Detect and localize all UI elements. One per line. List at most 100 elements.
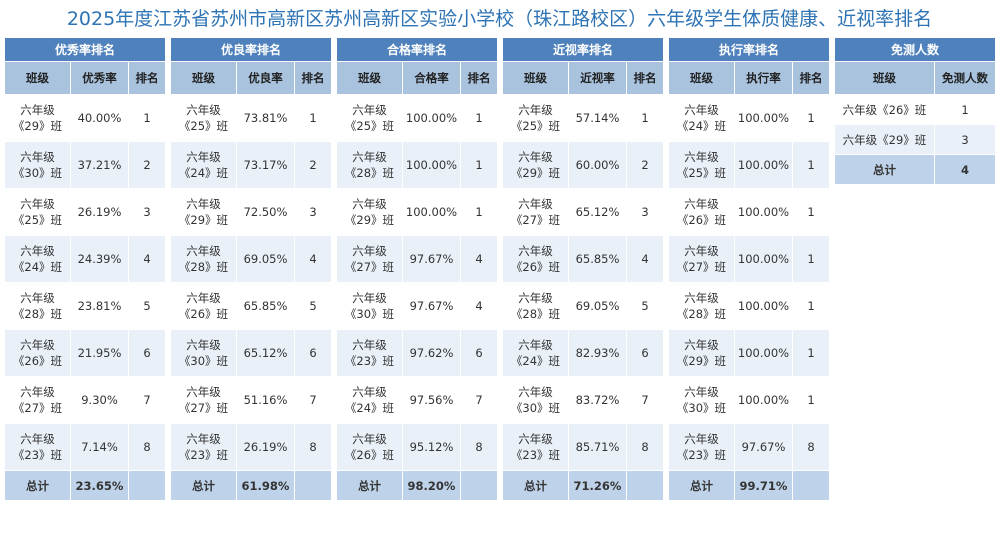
data-row: 六年级《25》班 100.00% 1 bbox=[336, 94, 498, 142]
data-row: 六年级《30》班 83.72% 7 bbox=[502, 376, 664, 424]
cell: 37.21% bbox=[70, 141, 129, 189]
total-row: 总计 99.71% bbox=[668, 470, 830, 501]
title-row: 执行率排名 bbox=[668, 37, 830, 62]
ranking-table: 优秀率排名 班级 优秀率 排名 六年级《29》班 40.00% 1 六年级《30》班 37.21… bbox=[4, 37, 166, 501]
cell: 六年级《27》班 bbox=[502, 188, 569, 236]
data-row: 六年级《29》班 60.00% 2 bbox=[502, 141, 664, 189]
column-header: 优秀率 bbox=[70, 61, 129, 95]
cell: 4 bbox=[460, 282, 498, 330]
cell: 100.00% bbox=[402, 94, 461, 142]
data-row: 六年级《29》班 100.00% 1 bbox=[336, 188, 498, 236]
total-value: 61.98% bbox=[236, 470, 295, 501]
data-row: 六年级《26》班 1 bbox=[834, 94, 996, 125]
cell: 7 bbox=[460, 376, 498, 424]
column-header: 排名 bbox=[128, 61, 166, 95]
cell: 1 bbox=[792, 188, 830, 236]
cell: 26.19% bbox=[70, 188, 129, 236]
ranking-table: 合格率排名 班级 合格率 排名 六年级《25》班 100.00% 1 六年级《28》班 100.… bbox=[336, 37, 498, 501]
cell: 2 bbox=[294, 141, 332, 189]
cell bbox=[294, 470, 332, 501]
header-row: 班级 近视率 排名 bbox=[502, 61, 664, 95]
cell: 100.00% bbox=[734, 376, 793, 424]
cell: 六年级《29》班 bbox=[834, 124, 935, 155]
cell bbox=[460, 470, 498, 501]
cell: 8 bbox=[294, 423, 332, 471]
data-row: 六年级《29》班 40.00% 1 bbox=[4, 94, 166, 142]
header-row: 班级 合格率 排名 bbox=[336, 61, 498, 95]
cell: 1 bbox=[792, 235, 830, 283]
cell: 1 bbox=[460, 188, 498, 236]
column-header: 近视率 bbox=[568, 61, 627, 95]
cell: 4 bbox=[128, 235, 166, 283]
total-label: 总计 bbox=[668, 470, 735, 501]
data-row: 六年级《30》班 100.00% 1 bbox=[668, 376, 830, 424]
cell: 六年级《28》班 bbox=[668, 282, 735, 330]
data-row: 六年级《25》班 100.00% 1 bbox=[668, 141, 830, 189]
cell: 8 bbox=[792, 423, 830, 471]
cell: 六年级《24》班 bbox=[668, 94, 735, 142]
table-title: 近视率排名 bbox=[502, 37, 664, 62]
column-header: 排名 bbox=[792, 61, 830, 95]
column-header: 班级 bbox=[4, 61, 71, 95]
cell: 21.95% bbox=[70, 329, 129, 377]
cell: 1 bbox=[792, 376, 830, 424]
cell bbox=[128, 470, 166, 501]
cell: 六年级《23》班 bbox=[668, 423, 735, 471]
title-row: 近视率排名 bbox=[502, 37, 664, 62]
data-row: 六年级《30》班 37.21% 2 bbox=[4, 141, 166, 189]
data-row: 六年级《27》班 65.12% 3 bbox=[502, 188, 664, 236]
data-row: 六年级《28》班 69.05% 4 bbox=[170, 235, 332, 283]
cell: 65.12% bbox=[568, 188, 627, 236]
data-row: 六年级《29》班 100.00% 1 bbox=[668, 329, 830, 377]
cell: 3 bbox=[294, 188, 332, 236]
title-row: 合格率排名 bbox=[336, 37, 498, 62]
cell: 1 bbox=[128, 94, 166, 142]
column-header: 免测人数 bbox=[934, 61, 996, 95]
title-row: 免测人数 bbox=[834, 37, 996, 62]
cell: 六年级《29》班 bbox=[170, 188, 237, 236]
cell: 100.00% bbox=[734, 94, 793, 142]
ranking-table: 执行率排名 班级 执行率 排名 六年级《24》班 100.00% 1 六年级《25》班 100.… bbox=[668, 37, 830, 501]
data-row: 六年级《26》班 95.12% 8 bbox=[336, 423, 498, 471]
column-header: 班级 bbox=[502, 61, 569, 95]
cell: 26.19% bbox=[236, 423, 295, 471]
cell: 六年级《26》班 bbox=[336, 423, 403, 471]
cell: 5 bbox=[626, 282, 664, 330]
column-header: 排名 bbox=[626, 61, 664, 95]
data-row: 六年级《29》班 72.50% 3 bbox=[170, 188, 332, 236]
column-header: 排名 bbox=[294, 61, 332, 95]
data-row: 六年级《25》班 57.14% 1 bbox=[502, 94, 664, 142]
total-value: 98.20% bbox=[402, 470, 461, 501]
cell: 六年级《28》班 bbox=[4, 282, 71, 330]
ranking-table: 近视率排名 班级 近视率 排名 六年级《25》班 57.14% 1 六年级《29》班 60.00… bbox=[502, 37, 664, 501]
data-row: 六年级《26》班 65.85% 5 bbox=[170, 282, 332, 330]
data-row: 六年级《27》班 100.00% 1 bbox=[668, 235, 830, 283]
data-row: 六年级《23》班 97.62% 6 bbox=[336, 329, 498, 377]
title-row: 优秀率排名 bbox=[4, 37, 166, 62]
cell: 85.71% bbox=[568, 423, 627, 471]
cell: 六年级《24》班 bbox=[336, 376, 403, 424]
cell: 6 bbox=[294, 329, 332, 377]
column-header: 优良率 bbox=[236, 61, 295, 95]
cell: 24.39% bbox=[70, 235, 129, 283]
data-row: 六年级《30》班 97.67% 4 bbox=[336, 282, 498, 330]
cell: 1 bbox=[626, 94, 664, 142]
cell: 2 bbox=[128, 141, 166, 189]
cell: 100.00% bbox=[734, 282, 793, 330]
table-title: 合格率排名 bbox=[336, 37, 498, 62]
table-title: 免测人数 bbox=[834, 37, 996, 62]
cell: 97.67% bbox=[734, 423, 793, 471]
cell: 1 bbox=[792, 94, 830, 142]
cell: 六年级《25》班 bbox=[502, 94, 569, 142]
title-row: 优良率排名 bbox=[170, 37, 332, 62]
cell: 六年级《29》班 bbox=[4, 94, 71, 142]
cell: 六年级《25》班 bbox=[336, 94, 403, 142]
cell: 100.00% bbox=[734, 141, 793, 189]
header-row: 班级 免测人数 bbox=[834, 61, 996, 95]
cell: 六年级《24》班 bbox=[502, 329, 569, 377]
cell: 3 bbox=[626, 188, 664, 236]
cell bbox=[792, 470, 830, 501]
cell: 7 bbox=[626, 376, 664, 424]
data-row: 六年级《24》班 73.17% 2 bbox=[170, 141, 332, 189]
cell: 100.00% bbox=[734, 235, 793, 283]
